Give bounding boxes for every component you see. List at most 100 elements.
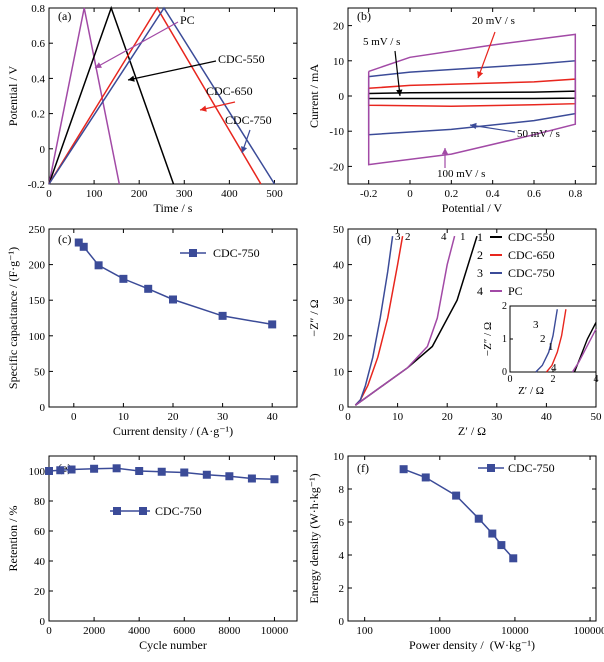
y-tick-label: 0 bbox=[40, 402, 46, 414]
plot-frame bbox=[347, 7, 597, 185]
data-point bbox=[225, 472, 234, 481]
panel-label: (c) bbox=[58, 232, 71, 246]
y-tick-label: -10 bbox=[329, 126, 344, 138]
y-tick-label: 4 bbox=[339, 550, 345, 562]
x-tick-label: 30 bbox=[491, 411, 503, 423]
y-tick-label: 80 bbox=[34, 496, 46, 508]
annotation-arrow bbox=[394, 50, 401, 97]
plot-frame bbox=[48, 455, 298, 622]
y-tick-label: 100 bbox=[29, 331, 46, 343]
series-cdc-750 bbox=[399, 465, 518, 563]
x-tick-label: 0.6 bbox=[527, 188, 541, 200]
series-label-cdc-550: CDC-550 bbox=[218, 52, 265, 66]
legend-marker bbox=[139, 507, 147, 515]
chart-panel-f: 100 1000 10000 100000 0 2 4 6 8 10 Power density /… bbox=[307, 451, 604, 652]
y-tick-label: -20 bbox=[329, 161, 344, 173]
data-point bbox=[144, 284, 153, 293]
x-tick-label: 20 bbox=[168, 411, 180, 423]
data-point bbox=[452, 491, 461, 500]
legend-number: 1 bbox=[477, 230, 483, 244]
data-point bbox=[488, 529, 497, 538]
x-axis-label: Current density / (A·g⁻¹) bbox=[113, 424, 233, 438]
y-tick-label: 0 bbox=[40, 616, 46, 628]
x-tick-label: 40 bbox=[541, 411, 553, 423]
plot-frame bbox=[347, 455, 597, 622]
legend: CDC-750 bbox=[180, 246, 260, 260]
inset-x-tick-label: 2 bbox=[551, 374, 556, 385]
annotation-arrow bbox=[469, 124, 516, 133]
y-tick-label: 150 bbox=[29, 295, 46, 307]
y-tick-label: 10 bbox=[333, 56, 345, 68]
legend-marker bbox=[487, 464, 495, 472]
curve-label: 2 bbox=[405, 231, 411, 243]
chart-panel-b: -0.2 0 0.2 0.4 0.6 0.8 -20 -10 0 10 20 Potential / … bbox=[307, 7, 597, 215]
data-point bbox=[270, 475, 279, 484]
scan-rate-label: 20 mV / s bbox=[472, 15, 515, 27]
y-axis-label: −Z″ / Ω bbox=[307, 299, 321, 336]
data-point bbox=[399, 465, 408, 474]
data-point bbox=[218, 311, 227, 320]
arrow-head bbox=[396, 89, 403, 96]
y-tick-label: 20 bbox=[333, 331, 345, 343]
x-axis-label: Time / s bbox=[154, 201, 193, 215]
inset-curve-label: 4 bbox=[551, 362, 557, 374]
legend-label: CDC-550 bbox=[508, 230, 555, 244]
x-tick-label: 0 bbox=[46, 188, 52, 200]
series-line bbox=[48, 5, 175, 185]
y-tick-label: 0.4 bbox=[31, 73, 45, 85]
data-point bbox=[474, 514, 483, 523]
series-cdc-550 bbox=[354, 235, 478, 406]
series-cdc-750 bbox=[74, 238, 277, 329]
inset-y-tick-label: 0 bbox=[502, 367, 507, 378]
x-axis-label: Power density / (W·kg⁻¹) bbox=[409, 638, 535, 652]
y-tick-label: 40 bbox=[333, 260, 345, 272]
inset-series-line bbox=[535, 309, 558, 373]
y-tick-label: 0 bbox=[339, 616, 345, 628]
series-label-pc: PC bbox=[180, 13, 195, 27]
x-tick-label: 20 bbox=[442, 411, 454, 423]
data-point bbox=[180, 468, 189, 477]
series-line bbox=[48, 6, 262, 185]
data-point bbox=[56, 466, 65, 475]
arrow-head bbox=[128, 75, 135, 82]
y-tick-label: 20 bbox=[333, 21, 345, 33]
series-cdc-750 bbox=[45, 464, 279, 484]
y-tick-label: 0.6 bbox=[31, 38, 45, 50]
y-tick-label: 0 bbox=[40, 144, 46, 156]
series-line bbox=[354, 235, 456, 406]
legend-label: CDC-750 bbox=[508, 461, 555, 475]
x-tick-label: 400 bbox=[221, 188, 238, 200]
x-tick-label: -0.2 bbox=[360, 188, 377, 200]
x-tick-label: 10000 bbox=[501, 625, 529, 637]
chart-panel-c: 0 10 20 30 40 0 50 100 150 200 250 Current density … bbox=[6, 224, 298, 438]
legend-number: 2 bbox=[477, 248, 483, 262]
y-tick-label: -0.2 bbox=[28, 179, 45, 191]
arrow-head bbox=[241, 146, 248, 153]
y-tick-label: 0.2 bbox=[31, 109, 45, 121]
y-tick-label: 200 bbox=[29, 260, 46, 272]
data-point bbox=[268, 320, 277, 329]
y-axis-label: Energy density (W·h·kg⁻¹) bbox=[307, 473, 321, 603]
legend-label: PC bbox=[508, 284, 523, 298]
data-point bbox=[497, 541, 506, 550]
panel-a-annotations: PC CDC-550 CDC-650 CDC-750 bbox=[94, 13, 272, 154]
legend-number: 4 bbox=[477, 284, 483, 298]
data-point bbox=[169, 295, 177, 304]
y-tick-label: 100 bbox=[29, 466, 46, 478]
inset-y-axis-label: −Z″ / Ω bbox=[482, 322, 494, 356]
inset-curve-label: 3 bbox=[533, 319, 539, 331]
y-tick-label: 30 bbox=[333, 295, 345, 307]
data-point bbox=[45, 467, 53, 475]
y-axis-label: Potential / V bbox=[6, 65, 20, 126]
x-tick-label: 1000 bbox=[429, 625, 452, 637]
x-tick-label: 300 bbox=[176, 188, 193, 200]
arrow-head bbox=[441, 148, 449, 155]
annotation-arrow bbox=[127, 60, 217, 81]
data-point bbox=[135, 467, 144, 475]
series-line bbox=[367, 33, 577, 166]
series-label-cdc-750: CDC-750 bbox=[225, 113, 272, 127]
inset-x-axis-label: Z′ / Ω bbox=[518, 385, 544, 397]
chart-panel-e: 0 2000 4000 6000 8000 10000 0 20 40 60 80 100 Cycle … bbox=[6, 455, 298, 652]
